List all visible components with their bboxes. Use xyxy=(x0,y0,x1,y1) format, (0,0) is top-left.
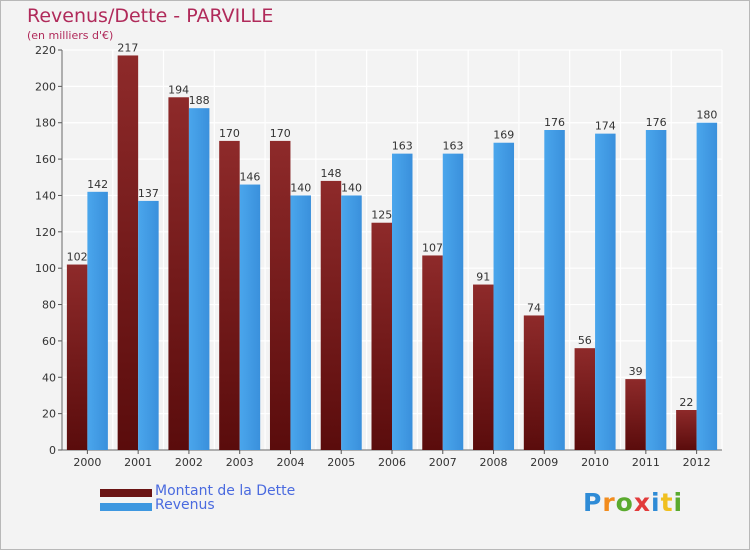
bar-revenus xyxy=(595,133,616,451)
bars xyxy=(66,55,718,451)
bar-revenus xyxy=(544,130,565,450)
bar-dette xyxy=(473,284,494,450)
data-label: 170 xyxy=(270,127,291,140)
data-label: 176 xyxy=(646,116,667,129)
data-label: 146 xyxy=(239,171,260,184)
bar-dette xyxy=(168,97,189,450)
data-label: 163 xyxy=(392,140,413,153)
data-label: 142 xyxy=(87,178,108,191)
bar-dette xyxy=(625,379,646,450)
bar-dette xyxy=(523,315,545,450)
x-tick-label: 2005 xyxy=(327,456,355,469)
x-tick-label: 2010 xyxy=(581,456,609,469)
data-label: 217 xyxy=(117,41,138,54)
logo-letter: t xyxy=(660,488,674,517)
x-tick-label: 2011 xyxy=(632,456,660,469)
bar-revenus xyxy=(696,122,718,451)
data-label: 125 xyxy=(371,209,392,222)
y-tick-label: 20 xyxy=(42,408,56,421)
data-label: 188 xyxy=(189,94,210,107)
data-label: 107 xyxy=(422,241,443,254)
y-tick-label: 100 xyxy=(35,262,56,275)
logo-letter: r xyxy=(602,488,616,517)
bar-revenus xyxy=(493,142,515,450)
bar-revenus xyxy=(290,195,311,450)
bar-revenus xyxy=(392,153,413,451)
y-tick-label: 80 xyxy=(42,299,56,312)
legend-label-dette: Montant de la Dette xyxy=(155,483,296,499)
logo-letter: i xyxy=(651,488,661,517)
logo-letter: x xyxy=(633,488,651,517)
x-tick-label: 2003 xyxy=(226,456,254,469)
x-tick-label: 2001 xyxy=(124,456,152,469)
x-tick-label: 2007 xyxy=(429,456,457,469)
bar-revenus xyxy=(239,184,261,450)
bar-revenus xyxy=(341,195,362,450)
x-tick-label: 2008 xyxy=(480,456,508,469)
y-tick-label: 160 xyxy=(35,153,56,166)
bar-dette xyxy=(371,222,392,450)
bar-dette xyxy=(117,55,139,451)
bar-dette xyxy=(676,410,697,450)
data-label: 39 xyxy=(629,365,643,378)
data-label: 170 xyxy=(219,127,240,140)
data-label: 140 xyxy=(341,181,362,194)
bar-dette xyxy=(574,348,596,450)
x-tick-label: 2006 xyxy=(378,456,406,469)
data-label: 102 xyxy=(67,251,88,264)
logo-letter: i xyxy=(673,488,684,517)
data-label: 137 xyxy=(138,187,159,200)
x-tick-label: 2000 xyxy=(73,456,101,469)
bar-revenus xyxy=(645,130,667,450)
data-label: 74 xyxy=(527,301,541,314)
data-label: 140 xyxy=(290,181,311,194)
data-label: 22 xyxy=(679,396,693,409)
bar-revenus xyxy=(87,191,108,450)
x-tick-label: 2012 xyxy=(683,456,711,469)
bar-dette xyxy=(219,140,240,450)
proxiti-logo: Proxiti xyxy=(583,488,683,517)
y-tick-label: 0 xyxy=(49,444,56,457)
data-label: 56 xyxy=(578,334,592,347)
chart-subtitle: (en milliers d'€) xyxy=(27,29,114,42)
x-tick-label: 2009 xyxy=(530,456,558,469)
y-tick-label: 60 xyxy=(42,335,56,348)
data-label: 148 xyxy=(320,167,341,180)
y-tick-label: 120 xyxy=(35,226,56,239)
bar-revenus xyxy=(442,153,464,451)
y-tick-label: 40 xyxy=(42,371,56,384)
y-tick-label: 140 xyxy=(35,189,56,202)
y-tick-label: 200 xyxy=(35,80,56,93)
bar-revenus xyxy=(188,108,210,450)
logo-letter: o xyxy=(615,488,634,517)
y-tick-label: 180 xyxy=(35,117,56,130)
axes: 0 20 40 60 80 100 120 140 160 180 200 220 2000 2001 20… xyxy=(35,44,722,469)
logo-letter: P xyxy=(583,488,603,517)
chart-title: Revenus/Dette - PARVILLE xyxy=(27,5,274,27)
legend-swatch-revenus xyxy=(100,503,152,511)
data-label: 163 xyxy=(443,140,464,153)
legend-swatch-dette xyxy=(100,489,152,497)
data-label: 169 xyxy=(493,129,514,142)
data-label: 174 xyxy=(595,120,616,133)
legend-label-revenus: Revenus xyxy=(155,497,215,513)
bar-revenus xyxy=(138,200,159,450)
x-tick-label: 2004 xyxy=(276,456,304,469)
x-tick-label: 2002 xyxy=(175,456,203,469)
data-label: 91 xyxy=(476,271,490,284)
data-label: 194 xyxy=(168,83,189,96)
bar-dette xyxy=(422,255,443,450)
bar-dette xyxy=(320,180,342,450)
data-labels: 1021422171371941881701461701401481401251… xyxy=(67,41,718,409)
bar-dette xyxy=(269,140,291,450)
data-label: 176 xyxy=(544,116,565,129)
y-tick-label: 220 xyxy=(35,44,56,57)
bar-dette xyxy=(66,264,88,450)
data-label: 180 xyxy=(696,109,717,122)
